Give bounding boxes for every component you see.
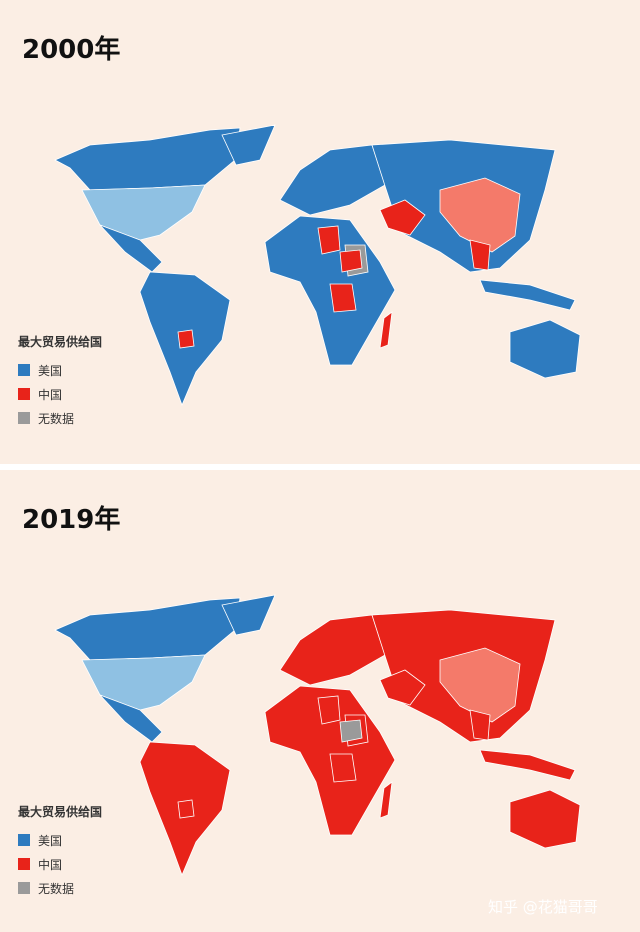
country-region	[439, 177, 521, 253]
country-region	[339, 249, 363, 273]
legend-swatch	[18, 412, 30, 424]
country-region	[469, 239, 491, 271]
country-region	[379, 669, 426, 706]
legend-label: 无数据	[38, 411, 74, 426]
legend-title: 最大贸易供给国	[18, 334, 102, 349]
country-region	[221, 124, 276, 166]
legend-swatch	[18, 364, 30, 376]
country-region	[339, 719, 363, 743]
world-map	[54, 124, 581, 407]
legend-label: 美国	[38, 364, 62, 378]
country-region	[329, 753, 357, 783]
country-region	[479, 279, 576, 311]
country-region	[439, 647, 521, 723]
country-region	[177, 329, 195, 349]
world-map	[54, 594, 581, 877]
legend-label: 中国	[38, 387, 62, 402]
country-region	[221, 594, 276, 636]
country-region	[379, 311, 393, 349]
country-region	[509, 319, 581, 379]
country-region	[317, 695, 341, 725]
country-region	[99, 224, 163, 273]
country-region	[379, 781, 393, 819]
country-region	[177, 799, 195, 819]
legend-swatch	[18, 834, 30, 846]
country-region	[329, 283, 357, 313]
country-region	[469, 709, 491, 741]
divider	[0, 464, 640, 470]
country-region	[379, 199, 426, 236]
legend-label: 无数据	[38, 881, 74, 896]
legend-label: 中国	[38, 857, 62, 872]
country-region	[99, 694, 163, 743]
panel-title: 2019年	[22, 504, 120, 535]
country-region	[317, 225, 341, 255]
legend-swatch	[18, 388, 30, 400]
country-region	[509, 789, 581, 849]
legend-swatch	[18, 882, 30, 894]
country-region	[479, 749, 576, 781]
legend-swatch	[18, 858, 30, 870]
legend-label: 美国	[38, 834, 62, 848]
watermark: 知乎 @花猫哥哥	[488, 898, 598, 916]
legend-title: 最大贸易供给国	[18, 804, 102, 819]
panel-title: 2000年	[22, 34, 120, 65]
